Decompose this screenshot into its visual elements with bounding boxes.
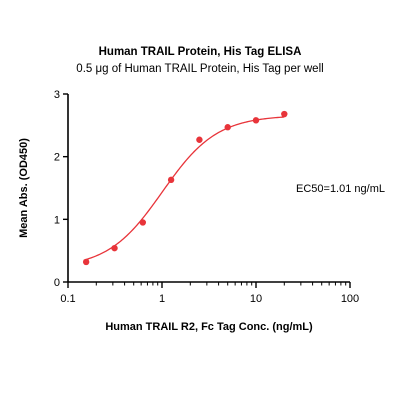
data-point — [196, 136, 203, 143]
fit-curve-layer — [85, 116, 285, 261]
y-tick-label: 2 — [54, 152, 60, 164]
axes — [63, 93, 351, 288]
x-tick-label: 1 — [159, 293, 165, 305]
data-point — [111, 244, 118, 252]
data-point — [82, 258, 90, 266]
y-tick-label: 3 — [54, 89, 60, 101]
x-tick-label: 100 — [341, 293, 359, 305]
x-axis-title: Human TRAIL R2, Fc Tag Conc. (ng/mL) — [105, 321, 313, 333]
x-tick-label: 0.1 — [60, 293, 75, 305]
y-tick-label: 0 — [54, 277, 60, 289]
chart-subtitle: 0.5 μg of Human TRAIL Protein, His Tag p… — [76, 63, 324, 75]
labels-layer: 0 1 2 3 0.1 1 10 100 Human TRAIL R2, Fc Tag Conc… — [18, 89, 385, 333]
fit-curve — [85, 116, 285, 261]
data-point — [167, 176, 175, 184]
data-point — [224, 124, 231, 131]
ec50-annotation: EC50=1.01 ng/mL — [296, 183, 385, 195]
data-point — [281, 110, 288, 118]
data-point — [139, 219, 147, 226]
chart-title: Human TRAIL Protein, His Tag ELISA — [98, 46, 302, 58]
y-tick-label: 1 — [54, 214, 60, 226]
x-tick-label: 10 — [250, 293, 262, 305]
y-axis-title: Mean Abs. (OD450) — [18, 138, 30, 238]
data-point — [252, 117, 260, 124]
data-points-layer — [82, 110, 288, 266]
